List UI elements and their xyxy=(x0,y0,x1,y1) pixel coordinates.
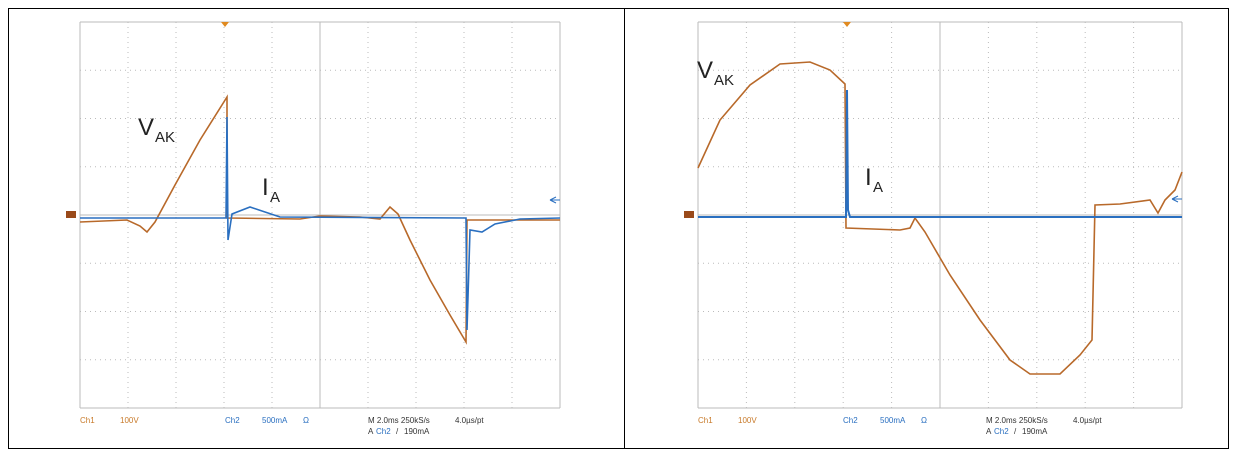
readout-text: M 2.0ms 250kS/s xyxy=(368,416,430,425)
label-sub: A xyxy=(873,179,883,196)
readout-text: / xyxy=(396,427,399,436)
readout-text: Ch1 xyxy=(698,416,713,425)
readout-text: Ch2 xyxy=(843,416,858,425)
label: I xyxy=(865,164,872,191)
trigger-marker xyxy=(843,22,851,27)
vak-trace xyxy=(697,61,1183,375)
readout-text: Ω xyxy=(303,416,309,425)
readout-text: 500mA xyxy=(880,416,906,425)
readout-text: Ch2 xyxy=(225,416,240,425)
readout-text: Ω xyxy=(921,416,927,425)
readout-text: 190mA xyxy=(404,427,430,436)
label: I xyxy=(262,174,269,201)
ch1-marker xyxy=(66,211,76,218)
table-border xyxy=(8,8,1229,449)
ia-trace xyxy=(698,89,1182,218)
grid xyxy=(697,21,1183,409)
readout-text: 100V xyxy=(738,416,757,425)
readout-text: Ch2 xyxy=(376,427,391,436)
label-sub: A xyxy=(270,189,280,206)
grid xyxy=(79,21,561,409)
readout-text: A xyxy=(368,427,374,436)
vak-trace xyxy=(79,94,560,345)
level-marker xyxy=(1171,195,1182,203)
label: V xyxy=(697,57,713,84)
label-sub: AK xyxy=(155,129,175,146)
trigger-marker xyxy=(221,22,229,27)
readout-text: 4.0µs/pt xyxy=(455,416,484,425)
readout-text: Ch1 xyxy=(80,416,95,425)
label-sub: AK xyxy=(714,72,734,89)
ia-trace xyxy=(80,116,561,331)
readout-text: 100V xyxy=(120,416,139,425)
readout-text: A xyxy=(986,427,992,436)
readout-text: Ch2 xyxy=(994,427,1009,436)
readout-text: M 2.0ms 250kS/s xyxy=(986,416,1048,425)
readout-text: 500mA xyxy=(262,416,288,425)
readout-text: 190mA xyxy=(1022,427,1048,436)
readout-text: 4.0µs/pt xyxy=(1073,416,1102,425)
scope-panel: V AK I A Ch1 100V Ch2 500mA Ω M 2.0ms 250kS/s… xyxy=(684,21,1183,436)
readout-text: / xyxy=(1014,427,1017,436)
label: V xyxy=(138,114,154,141)
scope-panel: V AK I A Ch1 100V Ch2 500mA Ω M 2.0ms 250kS/s… xyxy=(66,21,561,436)
ch1-marker xyxy=(684,211,694,218)
level-marker xyxy=(549,196,560,204)
